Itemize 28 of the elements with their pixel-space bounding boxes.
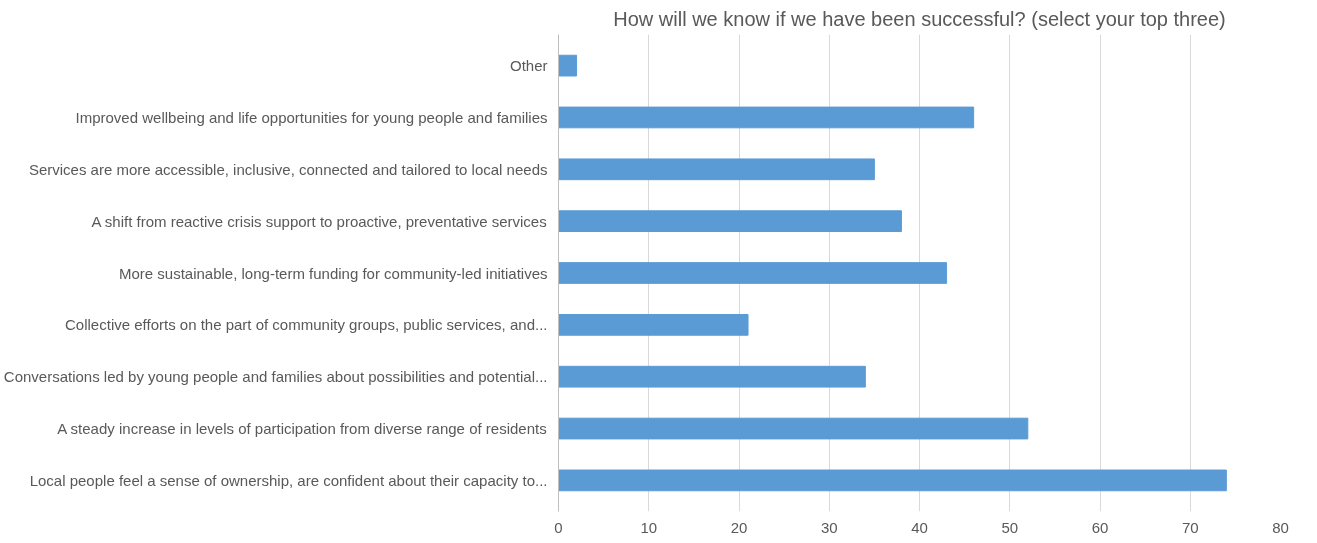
y-tick-label: Conversations led by young people and families about possibilities and potential...	[3, 368, 548, 386]
y-tick-label: A shift from reactive crisis support to proactive, preventative services	[91, 212, 547, 230]
bar	[558, 158, 875, 181]
x-tick-label: 0	[554, 518, 563, 536]
bar	[558, 106, 975, 129]
bar	[558, 210, 902, 233]
y-tick-label: Collective efforts on the part of community groups, public services, and...	[65, 316, 548, 334]
bar	[558, 262, 948, 284]
bar	[558, 54, 578, 77]
bar	[558, 365, 866, 388]
y-tick-label: Services are more accessible, inclusive, connected and tailored to local needs	[28, 160, 548, 178]
y-tick-label: A steady increase in levels of participation from diverse range of residents	[57, 420, 547, 438]
chart-title: How will we know if we have been successful? (select your top three)	[613, 7, 1226, 30]
y-tick-label: Improved wellbeing and life opportunities for young people and families	[75, 108, 548, 126]
y-tick-label: More sustainable, long-term funding for community-led initiatives	[118, 264, 548, 282]
y-tick-label: Local people feel a sense of ownership, are confident about their capacity to...	[29, 471, 548, 489]
bar	[558, 313, 749, 336]
x-tick-label: 10	[640, 518, 658, 536]
x-tick-label: 40	[911, 518, 928, 536]
x-tick-label: 20	[730, 518, 748, 536]
x-tick-label: 80	[1272, 518, 1289, 536]
x-tick-label: 70	[1181, 518, 1199, 536]
x-tick-label: 60	[1091, 518, 1109, 536]
x-tick-label: 30	[820, 518, 838, 536]
y-tick-label: Other	[509, 57, 548, 75]
x-tick-label: 50	[1001, 518, 1019, 536]
bar	[558, 417, 1029, 440]
bar	[558, 469, 1227, 492]
